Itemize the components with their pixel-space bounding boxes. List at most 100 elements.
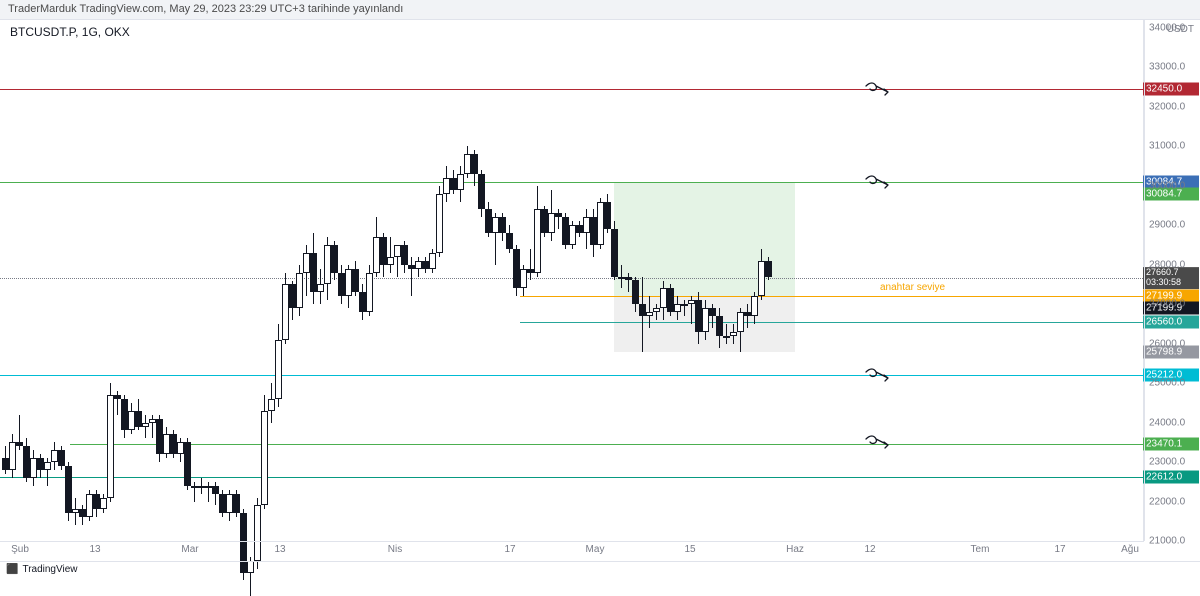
candle[interactable]: [537, 186, 538, 277]
candle[interactable]: [404, 241, 405, 273]
candle[interactable]: [740, 308, 741, 351]
candle[interactable]: [390, 237, 391, 273]
horizontal-line[interactable]: [0, 278, 1143, 279]
candle[interactable]: [173, 430, 174, 458]
candle[interactable]: [82, 505, 83, 525]
candle[interactable]: [705, 300, 706, 339]
candle[interactable]: [516, 245, 517, 296]
candle[interactable]: [544, 206, 545, 238]
candle[interactable]: [460, 166, 461, 202]
candle[interactable]: [432, 249, 433, 273]
candle[interactable]: [103, 494, 104, 514]
candle[interactable]: [502, 213, 503, 241]
candle[interactable]: [348, 265, 349, 308]
candle[interactable]: [68, 462, 69, 521]
candle[interactable]: [425, 257, 426, 273]
candle[interactable]: [439, 186, 440, 257]
candle[interactable]: [768, 257, 769, 281]
candle[interactable]: [236, 490, 237, 518]
candle[interactable]: [131, 403, 132, 435]
horizontal-line[interactable]: [0, 89, 1143, 90]
candle[interactable]: [691, 296, 692, 324]
candle[interactable]: [530, 249, 531, 281]
candle[interactable]: [376, 217, 377, 276]
candle[interactable]: [628, 273, 629, 293]
candle[interactable]: [180, 438, 181, 462]
candle[interactable]: [271, 383, 272, 422]
candle[interactable]: [264, 395, 265, 509]
candle[interactable]: [75, 498, 76, 526]
candle[interactable]: [411, 257, 412, 296]
candle[interactable]: [719, 308, 720, 347]
candle[interactable]: [747, 304, 748, 328]
candle[interactable]: [117, 391, 118, 415]
candle[interactable]: [278, 324, 279, 407]
candle[interactable]: [26, 438, 27, 481]
candle[interactable]: [229, 490, 230, 522]
horizontal-line[interactable]: [520, 322, 1143, 323]
candle[interactable]: [621, 265, 622, 289]
horizontal-line[interactable]: [0, 477, 1143, 478]
candle[interactable]: [495, 213, 496, 264]
horizontal-line[interactable]: [70, 444, 1143, 445]
candle[interactable]: [488, 202, 489, 238]
candle[interactable]: [677, 296, 678, 320]
candle[interactable]: [5, 446, 6, 474]
candle[interactable]: [194, 482, 195, 502]
candle[interactable]: [152, 415, 153, 439]
candle[interactable]: [166, 427, 167, 459]
candle[interactable]: [145, 415, 146, 439]
candle[interactable]: [698, 292, 699, 343]
candle[interactable]: [285, 273, 286, 344]
candle[interactable]: [222, 490, 223, 518]
candle[interactable]: [446, 166, 447, 202]
candle[interactable]: [481, 170, 482, 217]
candle[interactable]: [12, 434, 13, 477]
candle[interactable]: [61, 446, 62, 470]
candle[interactable]: [124, 395, 125, 438]
candle[interactable]: [383, 233, 384, 276]
candle[interactable]: [607, 194, 608, 233]
horizontal-line[interactable]: [0, 375, 1143, 376]
candle[interactable]: [754, 292, 755, 324]
candle[interactable]: [474, 150, 475, 186]
candle[interactable]: [208, 482, 209, 502]
horizontal-line[interactable]: [520, 296, 1143, 297]
candle[interactable]: [712, 304, 713, 328]
candle[interactable]: [635, 277, 636, 313]
candle[interactable]: [684, 300, 685, 316]
candle[interactable]: [761, 249, 762, 300]
candle[interactable]: [642, 277, 643, 352]
candle[interactable]: [327, 237, 328, 300]
candle[interactable]: [215, 482, 216, 506]
candle[interactable]: [579, 221, 580, 237]
candle[interactable]: [341, 265, 342, 304]
candle[interactable]: [54, 442, 55, 470]
candle[interactable]: [593, 209, 594, 256]
candle[interactable]: [614, 221, 615, 280]
candle[interactable]: [96, 490, 97, 518]
candle[interactable]: [726, 324, 727, 344]
candle[interactable]: [656, 304, 657, 320]
candle[interactable]: [334, 241, 335, 280]
y-axis[interactable]: USDT 21000.022000.023000.024000.025000.0…: [1144, 20, 1200, 541]
candle[interactable]: [313, 233, 314, 304]
candle[interactable]: [40, 454, 41, 478]
candle[interactable]: [418, 257, 419, 277]
chart-area[interactable]: 32450.030084.730084.727660.703:30:582719…: [0, 20, 1144, 541]
candle[interactable]: [670, 284, 671, 316]
candle[interactable]: [663, 281, 664, 320]
horizontal-line[interactable]: [0, 182, 1143, 183]
candle[interactable]: [47, 458, 48, 486]
candle[interactable]: [306, 245, 307, 296]
candle[interactable]: [467, 146, 468, 178]
candle[interactable]: [572, 221, 573, 249]
candle[interactable]: [159, 415, 160, 462]
candle[interactable]: [187, 438, 188, 489]
candle[interactable]: [600, 198, 601, 249]
candle[interactable]: [362, 284, 363, 320]
candle[interactable]: [453, 170, 454, 194]
candle[interactable]: [397, 245, 398, 277]
candle[interactable]: [369, 265, 370, 316]
candle[interactable]: [551, 190, 552, 241]
